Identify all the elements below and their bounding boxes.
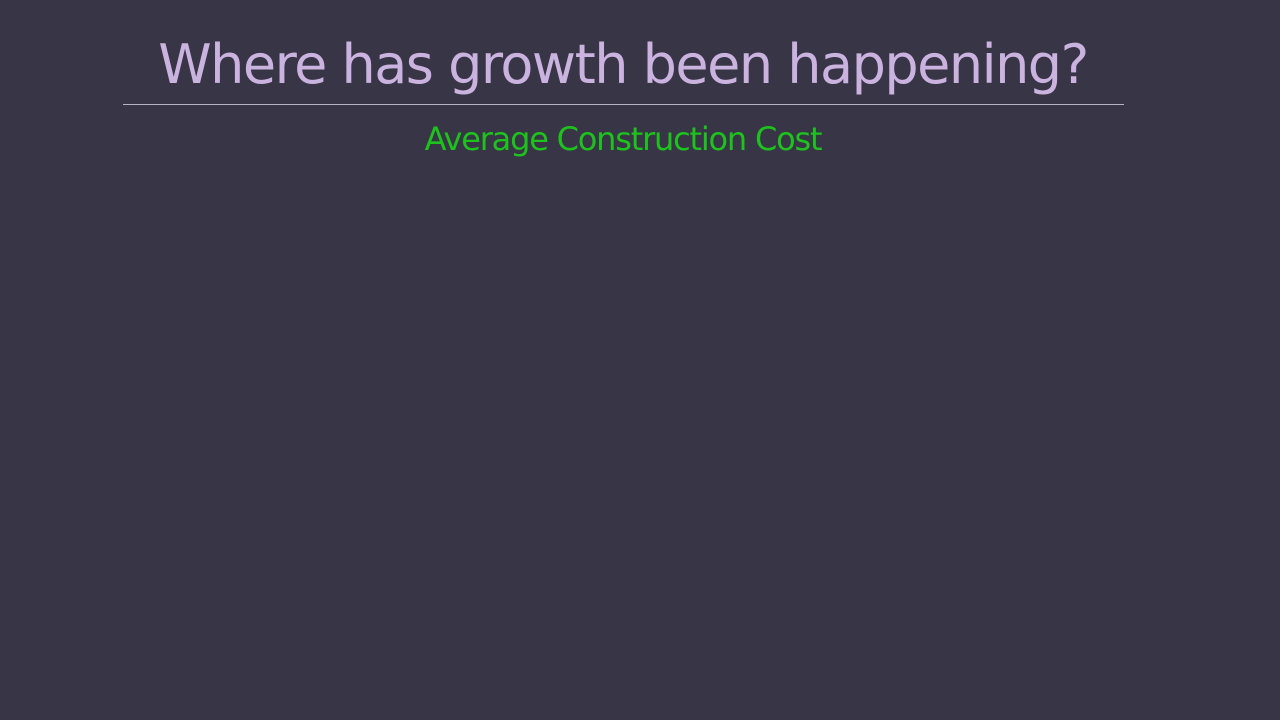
title-divider bbox=[123, 104, 1124, 105]
slide-title: Where has growth been happening? bbox=[158, 33, 1089, 96]
slide-subtitle: Average Construction Cost bbox=[424, 120, 823, 158]
